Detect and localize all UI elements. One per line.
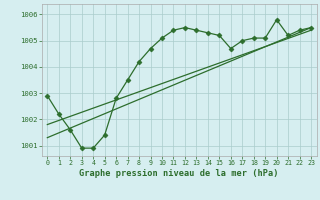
- X-axis label: Graphe pression niveau de la mer (hPa): Graphe pression niveau de la mer (hPa): [79, 169, 279, 178]
